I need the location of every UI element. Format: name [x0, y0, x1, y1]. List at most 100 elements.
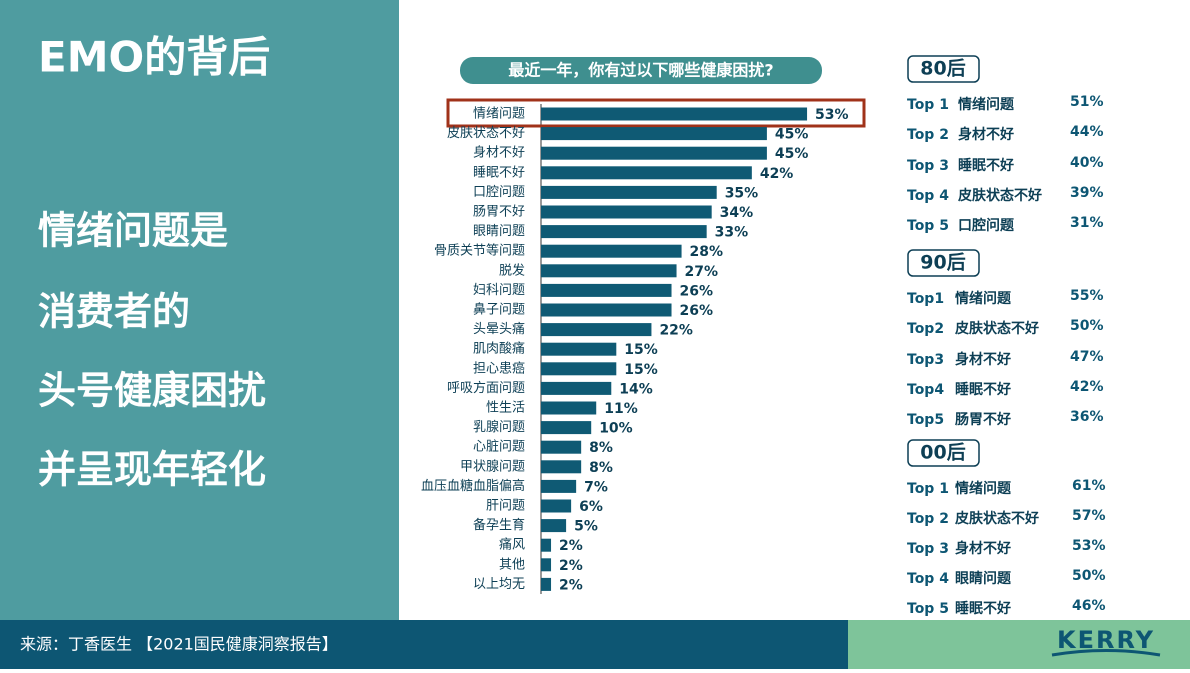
rank: Top 5 — [907, 218, 949, 234]
rank: Top 4 — [907, 188, 949, 204]
value-label: 45% — [775, 146, 809, 162]
rank-name: 睡眠不好 — [955, 600, 1011, 617]
rank: Top3 — [907, 352, 944, 368]
category-label: 脱发 — [499, 262, 525, 278]
left-panel — [0, 0, 399, 620]
category-label: 肌肉酸痛 — [473, 341, 525, 357]
value-label: 35% — [725, 185, 759, 201]
value-label: 10% — [599, 421, 633, 437]
footer — [0, 620, 848, 669]
rank-name: 情绪问题 — [955, 480, 1012, 497]
bars: 情绪问题 53% 皮肤状态不好 45% 身材不好 45% 睡眠不好 42% 口腔问题 35% 肠胃不… — [421, 107, 849, 594]
rank: Top 2 — [907, 127, 949, 143]
bar — [541, 538, 552, 552]
group-box — [907, 55, 980, 83]
category-label: 呼吸方面问题 — [447, 380, 525, 396]
rank: Top 1 — [907, 97, 949, 113]
category-label: 口腔问题 — [473, 185, 525, 200]
rank-value: 36% — [1070, 409, 1104, 425]
rank: Top 2 — [907, 511, 949, 527]
bar — [541, 166, 752, 180]
category-label: 血压血糖血脂偏高 — [421, 478, 525, 494]
category-label: 备孕生育 — [473, 517, 525, 533]
rank-name: 皮肤状态不好 — [957, 187, 1042, 204]
value-label: 5% — [574, 519, 598, 535]
rank-name: 眼睛问题 — [955, 570, 1012, 587]
category-label: 肝问题 — [486, 499, 525, 514]
value-label: 8% — [589, 460, 613, 476]
logo-swoosh — [1051, 649, 1161, 657]
bar — [541, 558, 552, 572]
group-box — [907, 249, 980, 277]
rank-name: 皮肤状态不好 — [954, 320, 1039, 337]
bar — [541, 107, 808, 121]
rank-name: 身材不好 — [955, 540, 1011, 557]
bar — [541, 362, 617, 376]
bar — [541, 421, 592, 435]
value-label: 7% — [584, 479, 608, 495]
footer-logo-area — [848, 620, 1190, 669]
rank: Top 4 — [907, 571, 949, 587]
bar — [541, 264, 677, 278]
value-label: 26% — [680, 283, 714, 299]
value-label: 27% — [685, 264, 719, 280]
rank: Top 5 — [907, 601, 949, 617]
value-label: 15% — [624, 362, 658, 378]
bar — [541, 205, 712, 219]
rank: Top 1 — [907, 481, 949, 497]
category-label: 甲状腺问题 — [460, 459, 525, 474]
value-label: 2% — [559, 577, 583, 593]
headline: 情绪问题是 — [38, 209, 228, 253]
category-label: 担心患癌 — [473, 360, 525, 376]
category-label: 以上均无 — [473, 577, 525, 592]
rankings: 80后 Top 1 情绪问题 51% Top 2 身材不好 44% Top 3 睡眠不好 40% T… — [907, 55, 1106, 617]
category-label: 情绪问题 — [473, 107, 525, 122]
rank-name: 睡眠不好 — [955, 381, 1011, 398]
bar — [541, 225, 707, 239]
category-label: 肠胃不好 — [473, 205, 525, 220]
bar — [541, 127, 767, 141]
headline: 消费者的 — [38, 290, 190, 334]
value-label: 2% — [559, 558, 583, 574]
rank-value: 42% — [1070, 379, 1104, 395]
slide-title: EMO的背后 — [38, 33, 270, 82]
category-label: 睡眠不好 — [473, 165, 525, 180]
bar — [541, 283, 672, 297]
bar — [541, 303, 672, 317]
rank: Top5 — [907, 412, 944, 428]
rank-value: 31% — [1070, 215, 1104, 231]
category-label: 痛风 — [499, 537, 525, 553]
category-label: 身材不好 — [473, 145, 525, 161]
value-label: 8% — [589, 440, 613, 456]
rank-value: 53% — [1072, 538, 1106, 554]
rank-value: 55% — [1070, 288, 1104, 304]
value-label: 2% — [559, 538, 583, 554]
rank: Top 3 — [907, 158, 949, 174]
rank-name: 身材不好 — [955, 351, 1011, 368]
bar — [541, 342, 617, 356]
rank: Top2 — [907, 321, 944, 337]
group-box — [907, 439, 980, 467]
rank: Top 3 — [907, 541, 949, 557]
category-label: 心脏问题 — [473, 440, 525, 455]
rank: Top1 — [907, 291, 944, 307]
bar — [541, 479, 577, 493]
rank-value: 46% — [1072, 598, 1106, 614]
value-label: 42% — [760, 166, 794, 182]
bar — [541, 323, 652, 337]
value-label: 11% — [604, 401, 638, 417]
value-label: 28% — [690, 244, 724, 260]
bar — [541, 519, 567, 533]
rank-value: 61% — [1072, 478, 1106, 494]
value-label: 6% — [579, 499, 603, 515]
question-pill — [460, 57, 822, 84]
category-label: 头晕头痛 — [473, 321, 525, 337]
value-label: 26% — [680, 303, 714, 319]
rank: Top4 — [907, 382, 944, 398]
category-label: 乳腺问题 — [473, 420, 525, 435]
group-label: 80后 — [920, 58, 965, 80]
rank-name: 肠胃不好 — [955, 411, 1011, 428]
headline: 并呈现年轻化 — [38, 448, 266, 492]
